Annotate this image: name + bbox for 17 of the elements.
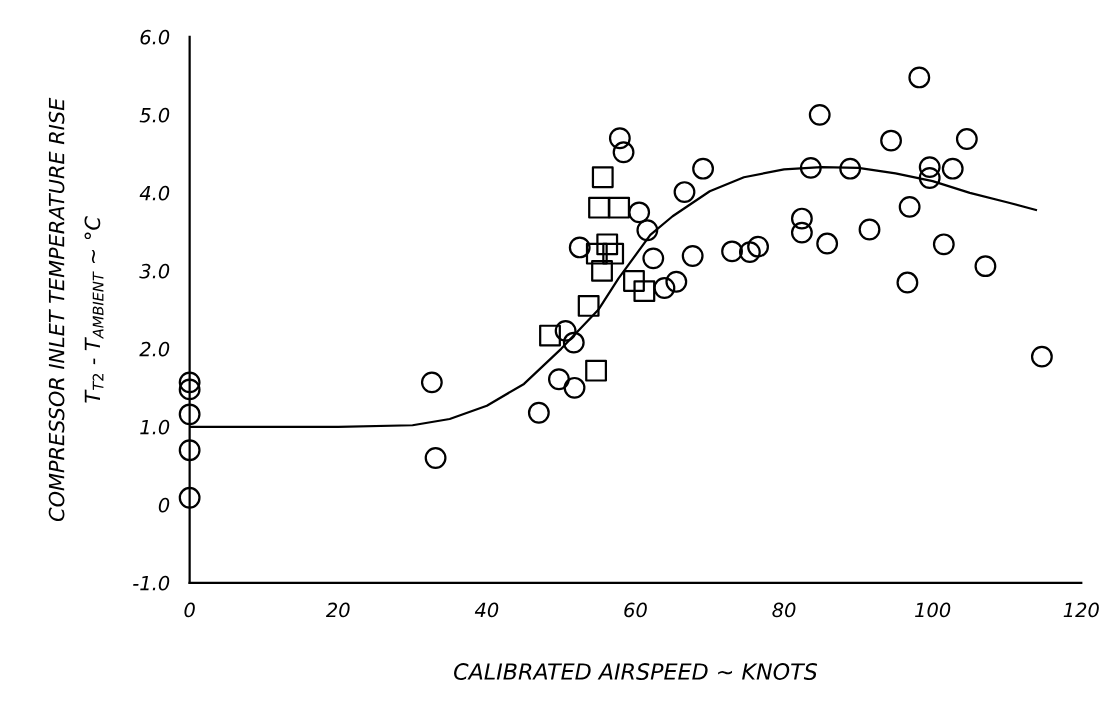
y-tick-label: 2.0 (139, 341, 170, 357)
y-tick-label: 6.0 (140, 29, 170, 45)
y-tick-label: 1.0 (140, 419, 170, 435)
x-tick-label: 0 (184, 602, 195, 618)
y-tick-label: 5.0 (139, 107, 170, 123)
x-tick-label: 80 (772, 602, 796, 618)
y-tick-label: 3.0 (139, 263, 170, 279)
x-tick-label: 40 (474, 602, 499, 618)
x-tick-label: 120 (1063, 602, 1099, 618)
x-tick-label: 100 (915, 602, 951, 618)
y-tick-label: 0 (158, 497, 170, 513)
x-tick-label: 60 (624, 602, 647, 618)
x-tick-label: 20 (325, 602, 350, 618)
y-axis-title: COMPRESSOR INLET TEMPERATURE RISE T$_{T2}$ - T$_{AMBIENT}$ ~ °C (48, 97, 104, 522)
y-tick-label: -1.0 (133, 575, 170, 591)
y-tick-label: 4.0 (139, 185, 170, 201)
x-axis-title: CALIBRATED AIRSPEED ~ KNOTS (454, 663, 818, 680)
